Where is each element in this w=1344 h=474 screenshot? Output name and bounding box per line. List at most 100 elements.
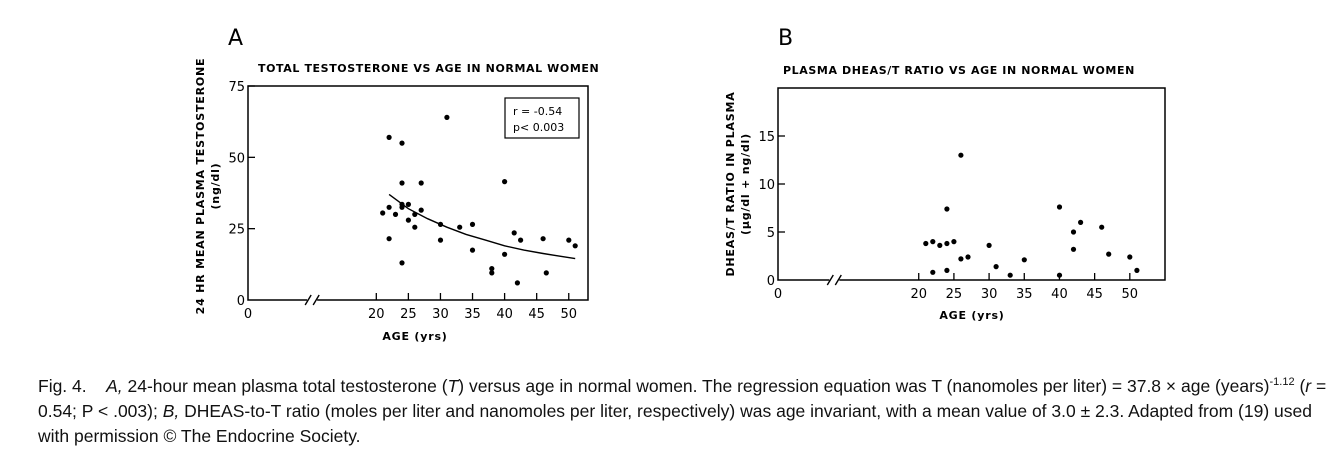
panel-b-axis-break-gap — [829, 275, 840, 285]
panel-a-y-units: (ng/dl) — [209, 162, 222, 209]
caption-exponent: -1.12 — [1269, 376, 1295, 388]
panel-b-title: PLASMA DHEAS/T RATIO VS AGE IN NORMAL WO… — [783, 64, 1135, 77]
panel-a-regression-curve — [388, 193, 576, 260]
panel-a-data-point — [399, 180, 405, 186]
caption-part-a: A, — [106, 375, 123, 396]
panel-b-data-point — [1099, 224, 1105, 230]
panel-b-data-point — [930, 269, 936, 275]
panel-a-axis-break-mark — [312, 294, 320, 306]
panel-b-y-tick-label: 15 — [758, 130, 775, 145]
caption-part-b: B, — [162, 400, 180, 421]
panel-a-data-point — [399, 260, 405, 266]
panel-a-data-point — [444, 114, 450, 120]
panel-b-plot-frame — [777, 87, 1166, 281]
panel-a-x-tick-label: 0 — [244, 307, 252, 322]
panel-b-data-point — [1070, 229, 1077, 235]
panel-a-data-point — [566, 237, 572, 243]
panel-b-data-point — [958, 256, 964, 262]
panel-a-axis-break-gap — [307, 295, 318, 305]
panel-a-data-point — [469, 221, 476, 227]
caption-r-symbol: r — [1305, 375, 1312, 396]
panel-b-data-point — [937, 242, 943, 248]
panel-b-y-tick-label: 5 — [767, 226, 775, 241]
panel-a-x-tick-label: 30 — [432, 307, 449, 322]
panel-b-y-tick-label: 0 — [767, 274, 775, 289]
panel-b-x-tick-label: 35 — [1016, 287, 1033, 302]
caption-seg-1: 24-hour mean plasma total testosterone ( — [122, 375, 448, 396]
panel-b-data-point — [986, 242, 992, 248]
panel-a-data-point — [386, 204, 392, 210]
panel-a-x-tick-label: 50 — [560, 307, 577, 322]
panel-b-data-point — [965, 254, 971, 260]
panel-b-y-tick-label: 10 — [758, 178, 775, 193]
panel-a-data-point — [399, 140, 405, 146]
panel-a-x-tick-label: 45 — [528, 307, 545, 322]
panel-b-data-point — [993, 264, 999, 270]
panel-b-x-tick-label: 0 — [774, 287, 782, 302]
panel-b-data-point — [923, 240, 929, 247]
panel-b-data-point — [1056, 204, 1063, 210]
panel-a-data-point — [392, 211, 399, 217]
panel-b-x-tick-label: 50 — [1122, 287, 1139, 302]
panel-b-x-tick-label: 20 — [910, 287, 927, 302]
panel-b-axis-break-mark — [826, 274, 834, 286]
panel-a-data-point — [469, 247, 476, 253]
panel-b-data-point — [944, 267, 950, 273]
panel-a-y-tick-label: 0 — [237, 294, 245, 309]
panel-b-axes: 0 20 25 30 35 40 45 50 0 5 10 15 — [758, 87, 1166, 302]
panel-a-data-point — [412, 224, 418, 230]
panel-a-data-point — [386, 134, 392, 140]
panel-a-data-point — [405, 217, 411, 223]
panel-a-data-point — [502, 251, 508, 257]
panel-b-x-tick-label: 30 — [981, 287, 998, 302]
panel-b-data-point — [1127, 254, 1133, 260]
panel-a-data-point — [457, 224, 463, 230]
figure-caption: Fig. 4. A, 24-hour mean plasma total tes… — [38, 370, 1328, 449]
panel-a-data-point — [437, 221, 444, 227]
panel-a-x-tick-label: 20 — [368, 307, 385, 322]
panel-a-plot-frame — [247, 85, 589, 301]
panel-b-data-point — [951, 239, 957, 245]
panel-a-data-point — [540, 236, 546, 242]
panel-b-data-point — [944, 240, 950, 247]
panel-b-x-tick-label: 40 — [1051, 287, 1068, 302]
panel-b-y-units: (μg/dl + ng/dl) — [739, 133, 752, 235]
panel-a-data-point — [572, 243, 578, 249]
panel-b-axis-break-mark — [834, 274, 842, 286]
panel-b-x-tick-label: 45 — [1086, 287, 1103, 302]
panel-a: A TOTAL TESTOSTERONE VS AGE IN NORMAL WO… — [194, 26, 599, 343]
panel-b: B PLASMA DHEAS/T RATIO VS AGE IN NORMAL … — [724, 26, 1166, 322]
panel-a-data-point — [380, 210, 386, 216]
panel-a-data-point — [386, 236, 392, 242]
panel-b-y-label: DHEAS/T RATIO IN PLASMA — [724, 91, 737, 276]
panel-a-x-label: AGE (yrs) — [382, 330, 447, 343]
panel-a-y-label: 24 HR MEAN PLASMA TESTOSTERONE — [194, 58, 207, 315]
panel-a-data-point — [489, 270, 495, 276]
panel-a-label: A — [228, 26, 243, 51]
panel-a-x-tick-label: 25 — [400, 307, 417, 322]
panel-b-x-tick-label: 25 — [946, 287, 963, 302]
panel-a-data-point — [412, 211, 418, 217]
panel-b-data-point — [1134, 267, 1140, 273]
caption-seg-2: ) versus age in normal women. The regres… — [458, 375, 1270, 396]
panel-b-data-point — [1056, 272, 1063, 278]
panel-a-data-point — [418, 180, 424, 186]
panel-b-data-point — [1021, 257, 1027, 263]
panel-a-x-tick-label: 40 — [496, 307, 513, 322]
panel-a-axis-break-mark — [304, 294, 312, 306]
panel-a-axes: 0 20 25 30 35 40 45 50 0 25 50 75 — [228, 80, 589, 322]
caption-seg-4: = 0.54; P < .003); — [38, 375, 1327, 421]
panel-a-title: TOTAL TESTOSTERONE VS AGE IN NORMAL WOME… — [258, 62, 599, 75]
panel-a-data-point — [437, 237, 444, 243]
panel-b-data-point — [1078, 219, 1084, 225]
panel-b-data-point — [1007, 272, 1013, 278]
caption-seg-3: ( — [1294, 375, 1306, 396]
caption-t-symbol: T — [447, 375, 459, 396]
panel-b-x-label: AGE (yrs) — [939, 309, 1004, 322]
panel-a-data-point — [502, 179, 508, 185]
caption-seg-5: DHEAS-to-T ratio (moles per liter and na… — [38, 400, 1312, 446]
panel-a-data-point — [511, 230, 517, 236]
panel-b-data-point — [944, 206, 950, 212]
panel-b-label: B — [778, 26, 793, 51]
